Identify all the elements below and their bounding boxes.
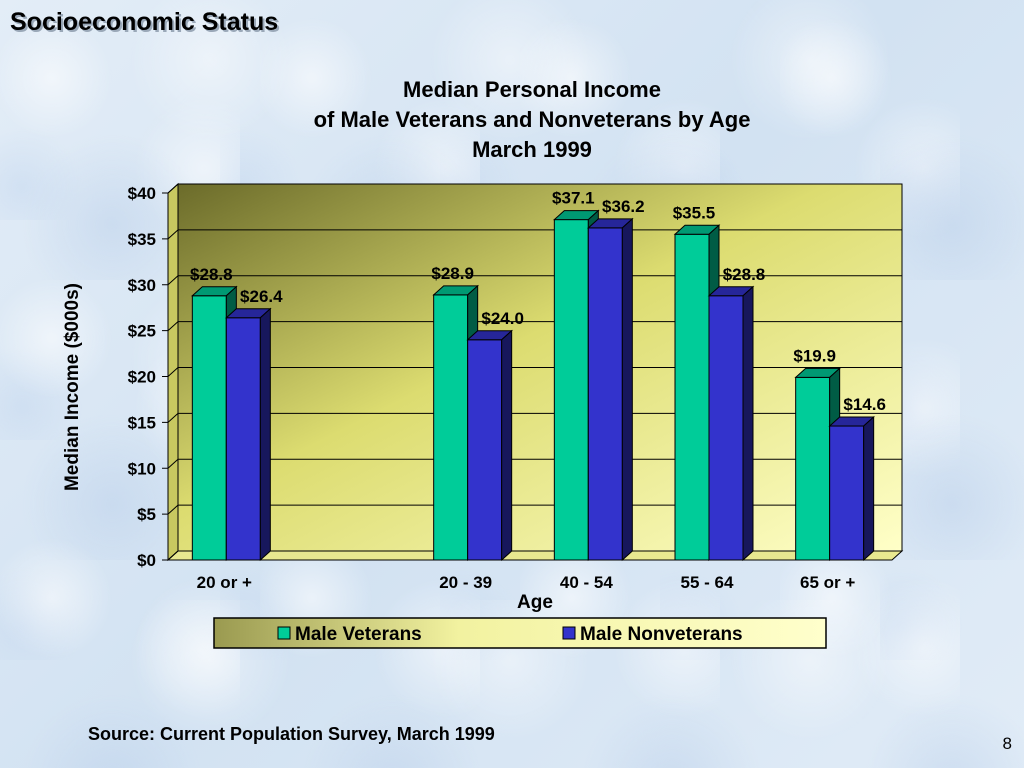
- bar: [225, 307, 272, 562]
- bars: [191, 209, 875, 562]
- chart-title: Median Personal Income of Male Veterans a…: [314, 77, 751, 162]
- x-tick-label: 20 or +: [197, 573, 252, 592]
- bar-side: [259, 307, 271, 562]
- bar-front: [225, 317, 261, 561]
- chart-title-line: of Male Veterans and Nonveterans by Age: [314, 107, 751, 132]
- legend-label: Male Veterans: [295, 624, 422, 645]
- legend-box: [213, 617, 827, 649]
- plot-floor: [166, 550, 904, 561]
- gridline-side: [167, 321, 179, 331]
- gridline-side: [167, 229, 179, 240]
- y-tick-label: $25: [128, 322, 156, 341]
- y-tick-label: $40: [128, 184, 156, 203]
- x-tick-label: 20 - 39: [439, 573, 492, 592]
- page-number: 8: [1002, 734, 1012, 753]
- gridline-side: [167, 275, 179, 286]
- y-axis-ticks: $0 $5 $10 $15 $20 $25 $30 $35 $40: [128, 184, 168, 570]
- bar-side: [501, 329, 513, 562]
- x-axis-title: Age: [517, 592, 553, 613]
- data-labels: $28.8 $26.4 $28.9 $24.0 $37.1 $36.2 $35.5 $28.8…: [190, 189, 886, 414]
- gridlines: [167, 183, 902, 561]
- bar-front: [587, 227, 623, 561]
- legend-label: Male Nonveterans: [580, 624, 743, 645]
- data-label: $35.5: [673, 203, 716, 222]
- slide-title: Socioeconomic Status: [10, 8, 279, 36]
- x-tick-label: 55 - 64: [681, 573, 734, 592]
- data-label: $37.1: [552, 189, 595, 208]
- plot-area: [166, 182, 904, 562]
- bar: [587, 217, 634, 562]
- y-tick-label: $0: [137, 551, 156, 570]
- y-tick-label: $10: [128, 459, 156, 478]
- chart-title-line: March 1999: [472, 137, 592, 162]
- gridline-side: [167, 183, 179, 194]
- y-tick-label: $15: [128, 413, 156, 432]
- data-label: $26.4: [240, 287, 283, 306]
- bar-side: [621, 217, 633, 562]
- x-tick-label: 40 - 54: [560, 573, 613, 592]
- y-tick-label: $20: [128, 368, 156, 387]
- data-label: $24.0: [481, 309, 524, 328]
- chart-title-line: Median Personal Income: [403, 77, 661, 102]
- y-axis-title: Median Income ($000s): [62, 283, 83, 491]
- data-label: $28.9: [431, 264, 474, 283]
- data-label: $36.2: [602, 197, 645, 216]
- bar: [707, 285, 755, 562]
- bar: [466, 329, 513, 562]
- bar-front: [467, 339, 503, 561]
- bar-side: [863, 415, 875, 562]
- gridline-side: [167, 550, 179, 561]
- legend: Male Veterans Male Nonveterans: [213, 617, 827, 649]
- bar-side: [742, 285, 754, 562]
- bar-front: [829, 425, 865, 561]
- bar-front: [674, 233, 710, 561]
- gridline-side: [167, 504, 179, 515]
- y-tick-label: $35: [128, 230, 156, 249]
- gridline-side: [167, 458, 179, 469]
- bar-front: [553, 219, 589, 561]
- gridline-side: [167, 367, 179, 377]
- bar-front: [795, 376, 831, 561]
- bar: [828, 415, 875, 562]
- source-note: Source: Current Population Survey, March…: [88, 724, 495, 744]
- gridline-side: [167, 413, 179, 423]
- data-label: $19.9: [793, 346, 836, 365]
- data-label: $28.8: [190, 265, 233, 284]
- bar-front: [433, 294, 469, 561]
- data-label: $14.6: [843, 395, 886, 414]
- bar-front: [708, 295, 744, 561]
- legend-swatch: [562, 626, 576, 640]
- y-tick-label: $30: [128, 276, 156, 295]
- bar-front: [191, 295, 227, 561]
- x-tick-label: 65 or +: [800, 573, 855, 592]
- x-axis-ticks: 20 or + 20 - 39 40 - 54 55 - 64 65 or +: [197, 573, 856, 592]
- legend-swatch: [277, 626, 291, 640]
- data-label: $28.8: [723, 265, 766, 284]
- y-tick-label: $5: [137, 505, 156, 524]
